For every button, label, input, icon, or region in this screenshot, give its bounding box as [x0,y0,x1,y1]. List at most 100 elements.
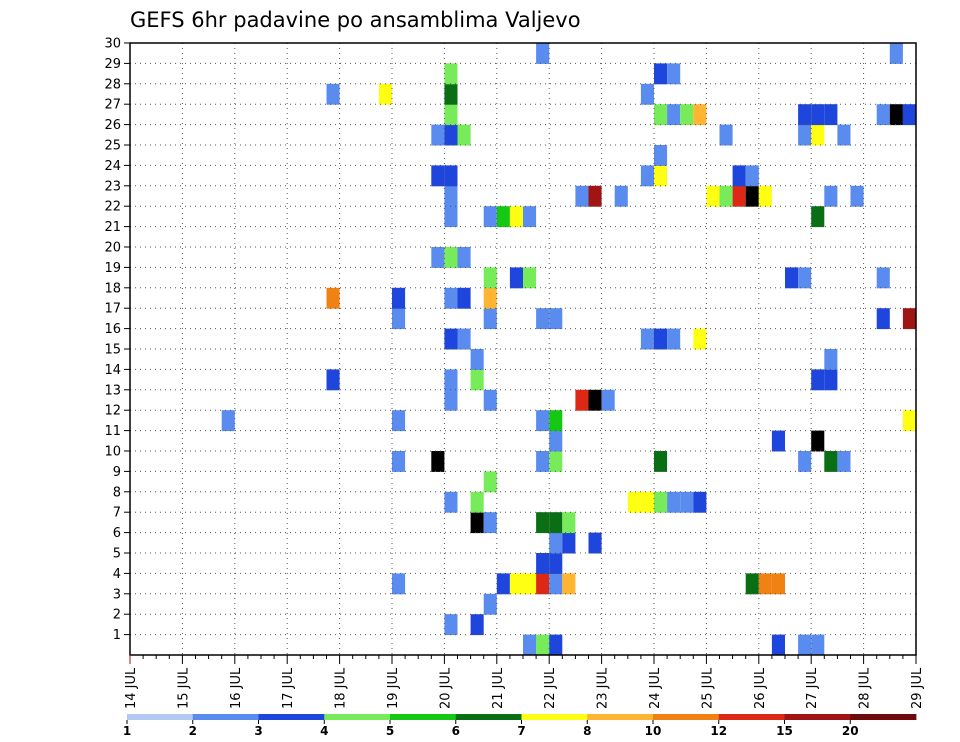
heatmap-cell [693,104,707,126]
heatmap-cell [444,389,458,411]
heatmap-cell [824,369,838,391]
y-tick-label: 7 [113,506,121,521]
y-tick-label: 26 [104,118,121,133]
y-tick-label: 19 [104,261,121,276]
heatmap-cell [771,573,785,595]
x-tick-label: 29 JUL [910,667,925,709]
heatmap-cell [798,451,812,472]
y-tick-label: 17 [104,302,121,317]
heatmap-cell [588,389,602,411]
heatmap-cell [549,553,563,574]
heatmap-cell [457,287,471,309]
heatmap-cell [693,328,707,350]
heatmap-cell [811,430,825,452]
heatmap-cell [680,491,694,513]
x-tick-label: 23 JUL [596,667,611,709]
y-axis: 1234567891011121314151617181920212223242… [104,37,130,643]
heatmap-cell [798,634,812,656]
colorbar-swatch [127,714,194,720]
heatmap-cell [824,185,838,207]
x-tick-label: 15 JUL [176,667,191,709]
colorbar-label: 15 [776,724,793,738]
colorbar-label: 12 [710,724,727,738]
heatmap-cell [392,451,406,472]
heatmap-cell [549,634,563,656]
y-tick-label: 18 [104,281,121,296]
heatmap-cell [719,124,733,146]
heatmap-cell [549,573,563,595]
heatmap-cell [523,267,537,289]
heatmap-cell [693,491,707,513]
x-tick-label: 24 JUL [648,667,663,709]
heatmap-cell [470,512,484,534]
chart-title: GEFS 6hr padavine po ansamblima Valjevo [130,8,581,32]
y-tick-label: 15 [104,343,121,358]
heatmap-cell [837,451,851,472]
heatmap-cell [221,410,235,432]
heatmap-cell [889,43,903,64]
y-tick-label: 29 [104,57,121,72]
heatmap-cell [444,124,458,146]
heatmap-cell [902,410,916,432]
heatmap-cell [640,328,654,350]
x-tick-label: 19 JUL [386,667,401,709]
x-tick-label: 14 JUL [124,667,139,709]
y-tick-label: 2 [113,608,121,623]
colorbar-swatch [455,714,522,720]
heatmap-cell [824,104,838,126]
heatmap-cell [496,573,510,595]
heatmap-cell [771,430,785,452]
colorbar-label: 20 [842,724,859,738]
heatmap-cell [444,104,458,126]
y-tick-label: 28 [104,77,121,92]
heatmap-cell [496,206,510,228]
colorbar-label: 6 [452,724,460,738]
heatmap-cell [444,63,458,85]
colorbar-swatch [587,714,654,720]
heatmap-cell [509,573,523,595]
heatmap-cell [837,124,851,146]
x-tick-label: 20 JUL [438,667,453,709]
y-tick-label: 23 [104,179,121,194]
heatmap-cell [549,451,563,472]
heatmap-cell [536,634,550,656]
colorbar-swatch [192,714,259,720]
heatmap-cell [562,532,576,554]
x-tick-label: 16 JUL [229,667,244,709]
heatmap-cell [444,328,458,350]
heatmap-cell [654,491,668,513]
heatmap-cell [444,247,458,268]
y-tick-label: 4 [113,567,121,582]
y-tick-label: 8 [113,485,121,500]
colorbar-swatch [653,714,720,720]
heatmap-cell [444,83,458,105]
colorbar-label: 10 [645,724,662,738]
heatmap-cell [549,532,563,554]
heatmap-cell [536,451,550,472]
y-tick-label: 9 [113,465,121,480]
y-tick-label: 21 [104,220,121,235]
heatmap-cell [392,308,406,330]
heatmap-cell [509,267,523,289]
heatmap-cell [536,308,550,330]
heatmap-cell [536,512,550,534]
heatmap-cell [758,185,772,207]
x-tick-label: 17 JUL [281,667,296,709]
heatmap-cell [902,308,916,330]
heatmap-cell [575,389,589,411]
heatmap-cell [431,165,445,187]
colorbar-swatch [521,714,588,720]
colorbar-swatch [390,714,457,720]
heatmap-cell [876,267,890,289]
grid-layer [130,43,916,655]
heatmap-cell [654,328,668,350]
heatmap-cell [483,512,497,534]
heatmap-cell [457,328,471,350]
y-tick-label: 10 [104,445,121,460]
heatmap-cell [392,287,406,309]
heatmap-cell [732,165,746,187]
x-tick-label: 22 JUL [543,667,558,709]
heatmap-cell [431,124,445,146]
heatmap-cell [444,287,458,309]
heatmap-cell [444,491,458,513]
